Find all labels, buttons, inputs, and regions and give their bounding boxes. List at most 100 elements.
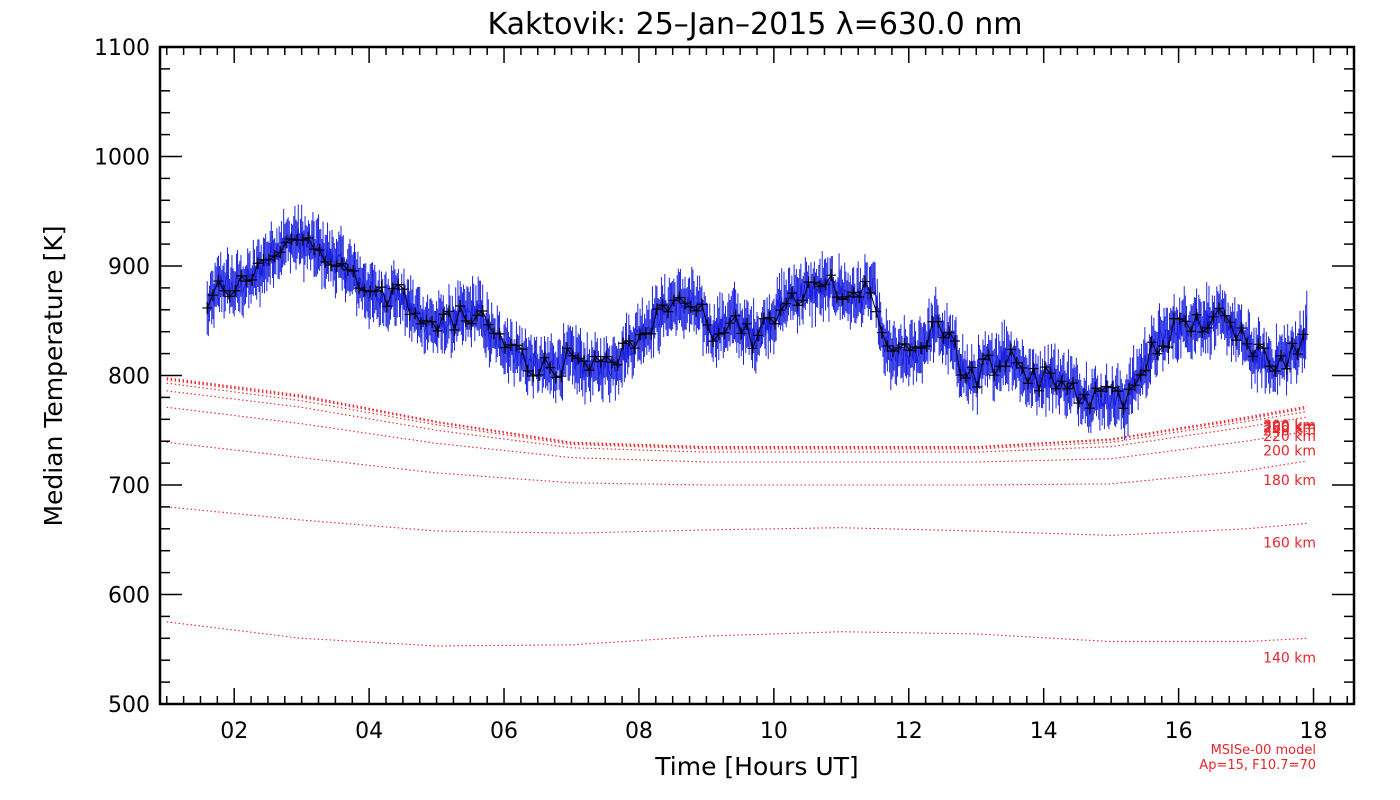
median-marker — [235, 269, 246, 282]
median-marker — [1259, 342, 1270, 355]
median-marker — [1073, 396, 1084, 409]
median-marker — [443, 305, 454, 318]
model-curve-label: 300 km — [1263, 418, 1316, 434]
observed-series — [202, 204, 1309, 441]
y-tick-label: 1100 — [94, 36, 150, 61]
median-marker — [955, 369, 966, 382]
median-marker — [494, 327, 505, 340]
median-marker — [1118, 402, 1129, 415]
median-marker — [314, 244, 325, 257]
median-marker — [1129, 379, 1140, 392]
median-marker — [696, 298, 707, 311]
median-marker — [826, 269, 837, 282]
model-note-line2: Ap=15, F10.7=70 — [1199, 758, 1316, 773]
median-marker — [972, 381, 983, 394]
median-marker — [719, 326, 730, 339]
median-marker — [472, 309, 483, 322]
median-marker — [1051, 382, 1062, 395]
median-marker — [725, 317, 736, 330]
median-marker — [275, 246, 286, 259]
median-marker — [303, 231, 314, 244]
median-marker — [921, 340, 932, 353]
median-marker — [1219, 309, 1230, 322]
median-marker — [944, 326, 955, 339]
median-marker — [320, 255, 331, 268]
median-marker — [561, 342, 572, 355]
median-marker — [674, 291, 685, 304]
median-marker — [916, 342, 927, 355]
median-marker — [831, 291, 842, 304]
median-marker — [1242, 337, 1253, 350]
median-marker — [646, 327, 657, 340]
median-marker — [247, 273, 258, 286]
median-marker — [449, 323, 460, 336]
median-marker — [1247, 350, 1258, 363]
median-marker — [747, 342, 758, 355]
median-marker — [376, 281, 387, 294]
model-curve-line — [166, 377, 1307, 448]
median-marker — [1157, 340, 1168, 353]
median-marker — [1163, 341, 1174, 354]
median-marker — [410, 307, 421, 320]
x-tick-label: 18 — [1300, 719, 1328, 744]
median-marker — [1152, 347, 1163, 360]
median-marker — [753, 329, 764, 342]
median-marker — [691, 304, 702, 317]
median-marker — [432, 324, 443, 337]
median-marker — [528, 369, 539, 382]
median-marker — [325, 259, 336, 272]
median-marker — [348, 265, 359, 278]
median-marker — [224, 290, 235, 303]
median-marker — [601, 350, 612, 363]
model-curve-line — [166, 441, 1307, 486]
median-marker — [297, 234, 308, 247]
median-marker — [668, 294, 679, 307]
median-marker — [1174, 312, 1185, 325]
median-marker — [365, 285, 376, 298]
median-marker — [1034, 384, 1045, 397]
median-marker — [814, 280, 825, 293]
median-marker — [775, 304, 786, 317]
median-marker — [421, 314, 432, 327]
y-tick-label: 700 — [108, 474, 150, 499]
median-marker — [264, 253, 275, 266]
median-marker — [309, 243, 320, 256]
median-marker — [590, 350, 601, 363]
median-marker — [1141, 364, 1152, 377]
median-marker — [1214, 302, 1225, 315]
median-marker — [1079, 388, 1090, 401]
median-marker — [460, 314, 471, 327]
median-marker — [331, 260, 342, 273]
median-marker — [1208, 310, 1219, 323]
median-marker — [736, 327, 747, 340]
median-marker — [713, 327, 724, 340]
median-marker — [511, 339, 522, 352]
median-marker — [1112, 385, 1123, 398]
median-marker — [370, 284, 381, 297]
median-marker — [477, 305, 488, 318]
median-marker — [798, 294, 809, 307]
median-marker — [680, 297, 691, 310]
median-marker — [1124, 383, 1135, 396]
model-curve-label: 160 km — [1263, 535, 1316, 551]
median-marker — [213, 275, 224, 288]
median-marker — [786, 287, 797, 300]
model-curve-line — [166, 406, 1307, 463]
median-marker — [466, 317, 477, 330]
x-tick-label: 06 — [490, 719, 518, 744]
median-marker — [809, 276, 820, 289]
median-marker — [1275, 349, 1286, 362]
median-marker — [1230, 334, 1241, 347]
median-marker — [1090, 382, 1101, 395]
median-marker — [1236, 322, 1247, 335]
median-marker — [781, 297, 792, 310]
median-marker — [354, 282, 364, 295]
median-marker — [387, 282, 398, 295]
median-marker — [1191, 308, 1202, 321]
median-marker — [1045, 367, 1056, 380]
median-marker — [1101, 380, 1112, 393]
model-curve-label: 220 km — [1263, 429, 1316, 445]
model-curve-label: 140 km — [1263, 650, 1316, 666]
